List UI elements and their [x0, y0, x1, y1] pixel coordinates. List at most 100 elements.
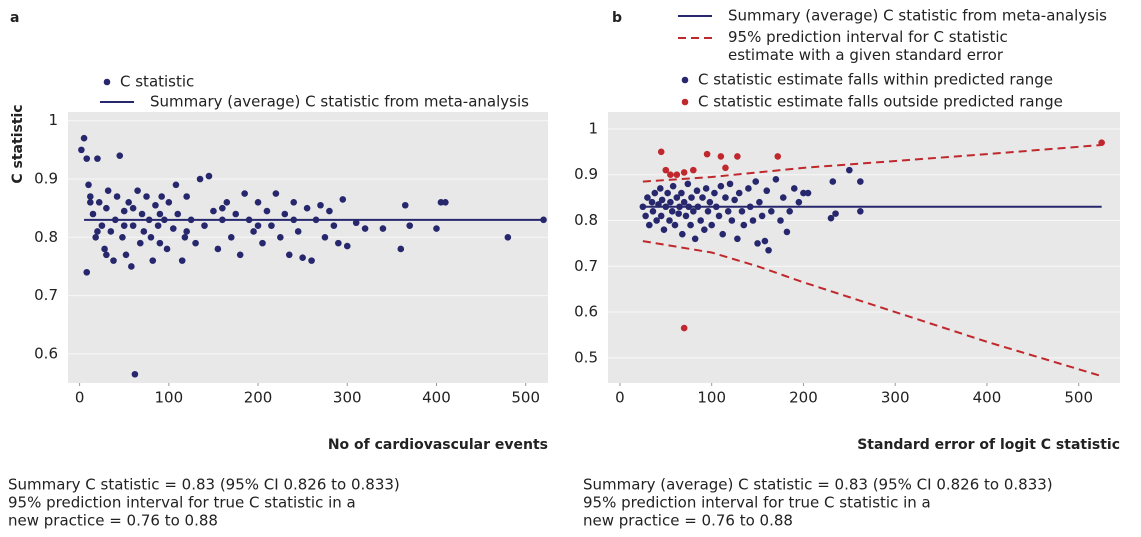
- point: [205, 172, 213, 180]
- point: [680, 169, 688, 176]
- point: [738, 208, 746, 215]
- point: [649, 208, 657, 215]
- point: [800, 189, 807, 197]
- point: [706, 198, 714, 206]
- point: [241, 190, 248, 197]
- point: [642, 212, 649, 220]
- point: [214, 245, 222, 253]
- point: [694, 203, 702, 211]
- point: [156, 239, 164, 247]
- point: [749, 217, 757, 224]
- point: [272, 190, 280, 197]
- point: [651, 189, 659, 197]
- point: [735, 189, 743, 197]
- point: [98, 222, 106, 229]
- point: [254, 199, 262, 206]
- plot-area: [608, 112, 1120, 383]
- point: [174, 210, 182, 218]
- y-tick-label: 0.5: [574, 348, 598, 366]
- x-tick-label: 500: [1064, 389, 1093, 407]
- y-tick-label: 0.8: [574, 211, 598, 229]
- point: [697, 217, 704, 224]
- note: 95% prediction interval for true C stati…: [583, 494, 931, 512]
- point: [857, 178, 864, 185]
- point: [183, 228, 190, 235]
- point: [690, 166, 697, 174]
- point: [192, 239, 199, 247]
- point: [731, 196, 738, 204]
- legend-label: C statistic estimate falls within predic…: [698, 71, 1053, 89]
- point: [504, 234, 512, 241]
- point: [685, 203, 693, 211]
- point: [660, 226, 668, 233]
- point: [745, 185, 752, 192]
- legend-label: C statistic estimate falls outside predi…: [698, 93, 1063, 111]
- panel-label: a: [10, 10, 19, 26]
- point: [330, 222, 338, 229]
- point: [268, 222, 275, 229]
- point: [442, 199, 449, 206]
- point: [702, 185, 710, 192]
- point: [290, 199, 298, 206]
- point: [719, 230, 726, 238]
- point: [210, 207, 217, 215]
- y-tick-label: 0.8: [34, 228, 58, 246]
- point: [658, 196, 666, 204]
- legend-marker: [681, 76, 689, 84]
- legend-box: 95% prediction interval for C statistic …: [728, 28, 1008, 64]
- point: [172, 181, 180, 189]
- point: [361, 225, 369, 232]
- point: [219, 204, 226, 212]
- point: [693, 187, 701, 195]
- point: [92, 234, 99, 241]
- point: [223, 199, 231, 206]
- point: [236, 251, 244, 259]
- point: [143, 193, 150, 200]
- point: [178, 257, 186, 264]
- y-tick-label: 0.6: [34, 344, 58, 362]
- point: [321, 234, 329, 241]
- point: [795, 198, 803, 206]
- point: [690, 208, 697, 215]
- point: [679, 230, 686, 238]
- plot-area: [68, 112, 548, 383]
- point: [131, 370, 139, 378]
- legend-label: Summary (average) C statistic from meta-…: [150, 93, 529, 111]
- point: [704, 208, 712, 215]
- y-axis-label: C statistic: [10, 104, 26, 183]
- legend-marker: [681, 98, 689, 106]
- point: [671, 221, 679, 229]
- point: [804, 189, 812, 197]
- point: [740, 221, 748, 229]
- point: [94, 228, 101, 235]
- point: [116, 152, 124, 160]
- point: [136, 239, 144, 247]
- point: [701, 226, 708, 233]
- point: [687, 221, 694, 229]
- point: [78, 146, 85, 154]
- point: [765, 246, 772, 254]
- point: [281, 210, 289, 218]
- point: [104, 187, 112, 194]
- x-tick-label: 400: [422, 389, 451, 407]
- point: [717, 182, 725, 190]
- point: [227, 234, 235, 241]
- point: [303, 204, 311, 212]
- point: [196, 175, 204, 183]
- point: [648, 198, 656, 206]
- point: [657, 148, 665, 156]
- point: [335, 239, 342, 247]
- point: [682, 212, 690, 220]
- point: [728, 217, 736, 224]
- x-tick-label: 0: [75, 389, 85, 407]
- x-tick-label: 100: [697, 389, 726, 407]
- y-tick-label: 0.7: [34, 286, 58, 304]
- point: [181, 234, 189, 241]
- point: [645, 221, 653, 229]
- y-tick-label: 1: [588, 119, 598, 137]
- point: [83, 268, 91, 276]
- point: [326, 207, 333, 215]
- point: [746, 203, 754, 211]
- point: [673, 194, 681, 201]
